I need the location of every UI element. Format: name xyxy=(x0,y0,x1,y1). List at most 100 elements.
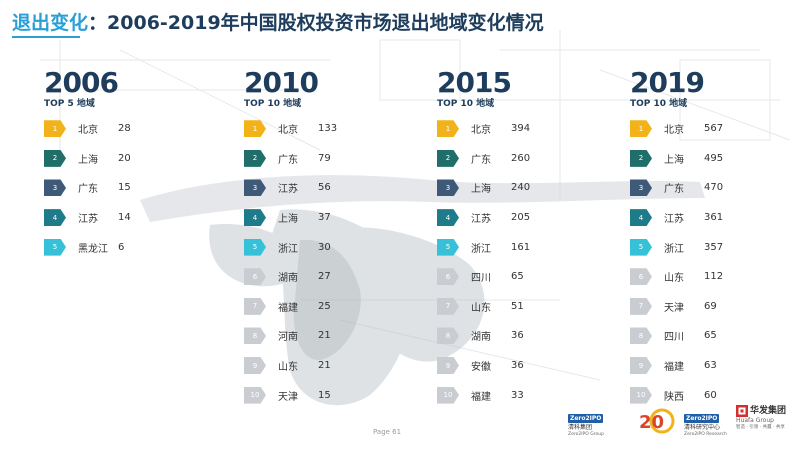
rank-badge: 7 xyxy=(630,297,652,315)
rank-badge: 4 xyxy=(630,209,652,227)
rank-badge: 3 xyxy=(44,179,66,197)
region-name: 四川 xyxy=(471,273,491,285)
zero2ipo-research-logo: Zero2IPO 清科研究中心 Zero2IPO Research xyxy=(684,405,727,437)
exit-count: 79 xyxy=(318,152,331,164)
ranking-row: 3 上海 240 xyxy=(437,173,587,203)
rank-badge: 3 xyxy=(244,179,266,197)
ranking-list: 1 北京 28 2 上海 20 3 广东 15 4 江苏 14 5 黑龙江 6 xyxy=(44,114,194,262)
exit-count: 65 xyxy=(511,271,524,283)
region-name: 天津 xyxy=(664,302,684,314)
title-main: 2006-2019年中国股权投资市场退出地域变化情况 xyxy=(107,12,544,34)
exit-count: 394 xyxy=(511,123,531,135)
ranking-row: 2 上海 20 xyxy=(44,144,194,174)
year-column-2006: 2006 TOP 5 地域 1 北京 28 2 上海 20 3 广东 15 4 江苏 14 5 黑龙江 6 xyxy=(44,68,194,262)
rank-badge: 3 xyxy=(630,179,652,197)
rank-badge: 4 xyxy=(437,209,459,227)
region-name: 上海 xyxy=(471,184,491,196)
ranking-row: 8 四川 65 xyxy=(630,321,780,351)
exit-count: 14 xyxy=(118,212,131,224)
region-name: 浙江 xyxy=(278,243,298,255)
exit-count: 21 xyxy=(318,330,331,342)
rank-badge: 7 xyxy=(437,297,459,315)
region-name: 浙江 xyxy=(664,243,684,255)
ranking-row: 10 陕西 60 xyxy=(630,380,780,410)
exit-count: 20 xyxy=(118,152,131,164)
exit-count: 6 xyxy=(118,241,125,253)
region-name: 江苏 xyxy=(471,214,491,226)
ranking-row: 6 湖南 27 xyxy=(244,262,394,292)
region-name: 陕西 xyxy=(664,391,684,403)
rank-badge: 5 xyxy=(44,238,66,256)
ranking-row: 10 福建 33 xyxy=(437,380,587,410)
rank-badge: 6 xyxy=(244,268,266,286)
exit-count: 51 xyxy=(511,300,524,312)
ranking-row: 2 广东 260 xyxy=(437,144,587,174)
exit-count: 37 xyxy=(318,212,331,224)
page-title: 退出变化：2006-2019年中国股权投资市场退出地域变化情况 xyxy=(12,8,544,35)
huafa-tagline: 智造 · 引领 · 共赢 · 共享 xyxy=(736,425,785,430)
rank-badge: 1 xyxy=(244,120,266,138)
rank-badge: 2 xyxy=(44,149,66,167)
region-name: 上海 xyxy=(78,154,98,166)
ranking-row: 9 山东 21 xyxy=(244,351,394,381)
ranking-row: 7 天津 69 xyxy=(630,292,780,322)
footer-logos: Zero2IPO 清科集团 Zero2IPO Group 20 Zero2IPO… xyxy=(568,405,796,445)
exit-count: 25 xyxy=(318,300,331,312)
ranking-row: 8 湖南 36 xyxy=(437,321,587,351)
ranking-row: 7 福建 25 xyxy=(244,292,394,322)
rank-badge: 8 xyxy=(244,327,266,345)
ranking-row: 10 天津 15 xyxy=(244,380,394,410)
rank-badge: 9 xyxy=(630,357,652,375)
year-subtitle: TOP 5 地域 xyxy=(44,99,95,109)
rank-badge: 2 xyxy=(437,149,459,167)
rank-badge: 5 xyxy=(630,238,652,256)
region-name: 湖南 xyxy=(471,332,491,344)
region-name: 北京 xyxy=(78,125,98,137)
region-name: 山东 xyxy=(278,362,298,374)
year-heading: 2006 xyxy=(44,66,119,99)
region-name: 河南 xyxy=(278,332,298,344)
rank-badge: 9 xyxy=(244,357,266,375)
ranking-row: 4 上海 37 xyxy=(244,203,394,233)
svg-text:20: 20 xyxy=(639,412,664,433)
ranking-row: 9 安徽 36 xyxy=(437,351,587,381)
region-name: 江苏 xyxy=(664,214,684,226)
title-separator: ： xyxy=(88,12,108,34)
zero2ipo-group-logo: Zero2IPO 清科集团 Zero2IPO Group xyxy=(568,405,604,437)
rank-badge: 10 xyxy=(437,386,459,404)
year-subtitle: TOP 10 地域 xyxy=(630,99,688,109)
region-name: 广东 xyxy=(664,184,684,196)
exit-count: 495 xyxy=(704,152,724,164)
rank-badge: 8 xyxy=(630,327,652,345)
rank-badge: 9 xyxy=(437,357,459,375)
huafa-name: 华发集团 xyxy=(750,406,787,416)
exit-count: 205 xyxy=(511,212,531,224)
year-heading: 2019 xyxy=(630,66,705,99)
rank-badge: 5 xyxy=(437,238,459,256)
rank-badge: 7 xyxy=(244,297,266,315)
rank-badge: 2 xyxy=(630,149,652,167)
exit-count: 36 xyxy=(511,330,524,342)
rank-badge: 4 xyxy=(244,209,266,227)
exit-count: 361 xyxy=(704,212,724,224)
year-subtitle: TOP 10 地域 xyxy=(437,99,495,109)
huafa-group-logo: 华发集团 Huafa Group 智造 · 引领 · 共赢 · 共享 xyxy=(736,405,786,430)
exit-count: 60 xyxy=(704,389,717,401)
zero2ipo-en: Zero2IPO Group xyxy=(568,432,604,437)
ranking-row: 5 浙江 30 xyxy=(244,232,394,262)
exit-count: 63 xyxy=(704,360,717,372)
region-name: 四川 xyxy=(664,332,684,344)
ranking-row: 4 江苏 205 xyxy=(437,203,587,233)
title-underline xyxy=(12,36,80,38)
region-name: 上海 xyxy=(278,214,298,226)
exit-count: 15 xyxy=(118,182,131,194)
research-name: 清科研究中心 xyxy=(684,424,721,431)
anniversary-20-logo: 20 xyxy=(636,407,676,439)
region-name: 安徽 xyxy=(471,362,491,374)
exit-count: 30 xyxy=(318,241,331,253)
exit-count: 470 xyxy=(704,182,724,194)
exit-count: 36 xyxy=(511,360,524,372)
exit-count: 65 xyxy=(704,330,717,342)
ranking-row: 1 北京 133 xyxy=(244,114,394,144)
ranking-row: 3 广东 15 xyxy=(44,173,194,203)
